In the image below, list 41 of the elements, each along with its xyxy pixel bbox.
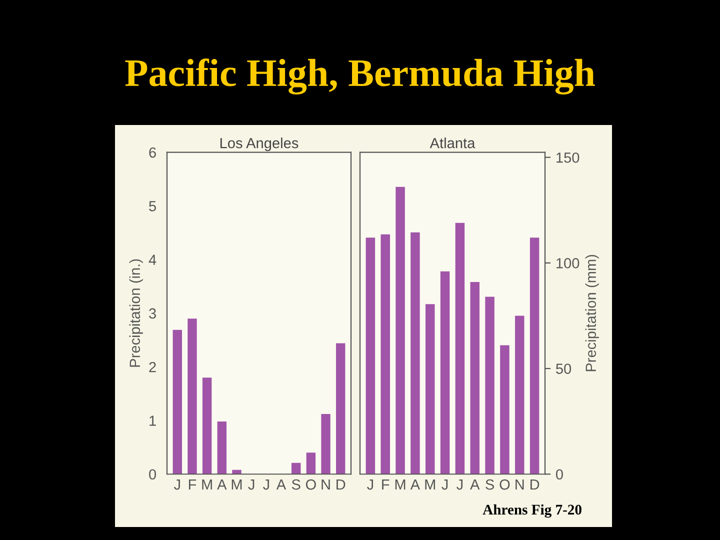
y-tick-label: 6 — [149, 147, 156, 158]
x-tick-label: J — [456, 480, 463, 490]
x-tick-label: O — [306, 479, 316, 490]
y2-tick-label: 50 — [556, 364, 572, 374]
y2-axis-title: Precipitation (mm) — [585, 254, 599, 372]
x-tick-label: O — [500, 479, 510, 490]
x-tick-label: J — [442, 480, 448, 490]
x-tick-label: D — [530, 480, 540, 490]
x-tick-label: J — [248, 480, 254, 490]
y-tick-label: 2 — [149, 362, 156, 372]
x-tick-label: M — [232, 480, 242, 490]
y-tick-label: 5 — [149, 201, 156, 212]
chart-title: Pacific High, Bermuda High — [125, 58, 595, 94]
x-tick-label: J — [367, 480, 374, 490]
x-tick-label: N — [322, 480, 330, 490]
chart-subtitle: Los Angeles — [220, 138, 298, 152]
x-tick-label: S — [486, 479, 494, 490]
x-tick-label: M — [202, 480, 212, 490]
x-tick-label: D — [336, 480, 346, 490]
x-tick-label: F — [188, 480, 196, 490]
y-axis-title: Precipitation (in.) — [129, 259, 143, 367]
chart-subtitle: Atlanta — [430, 138, 476, 148]
x-tick-label: M — [395, 480, 406, 490]
text: Ahrens Fig 7-20 — [482, 504, 582, 518]
y2-tick-label: 100 — [556, 258, 580, 268]
x-tick-label: J — [263, 480, 269, 490]
x-tick-label: A — [410, 480, 420, 490]
y2-tick-label: 0 — [556, 469, 563, 480]
x-tick-label: S — [292, 479, 300, 490]
x-tick-label: F — [382, 480, 390, 490]
x-tick-label: M — [425, 480, 435, 490]
x-tick-label: A — [217, 480, 227, 490]
x-tick-label: J — [174, 480, 180, 490]
y-tick-label: 4 — [148, 254, 156, 265]
x-tick-label: A — [276, 480, 286, 490]
y-tick-label: 3 — [149, 308, 156, 319]
x-tick-label: N — [516, 480, 524, 490]
y-tick-label: 0 — [149, 469, 156, 480]
x-tick-label: A — [470, 480, 480, 490]
y2-tick-label: 150 — [556, 152, 580, 163]
y-tick-label: 1 — [150, 416, 156, 426]
